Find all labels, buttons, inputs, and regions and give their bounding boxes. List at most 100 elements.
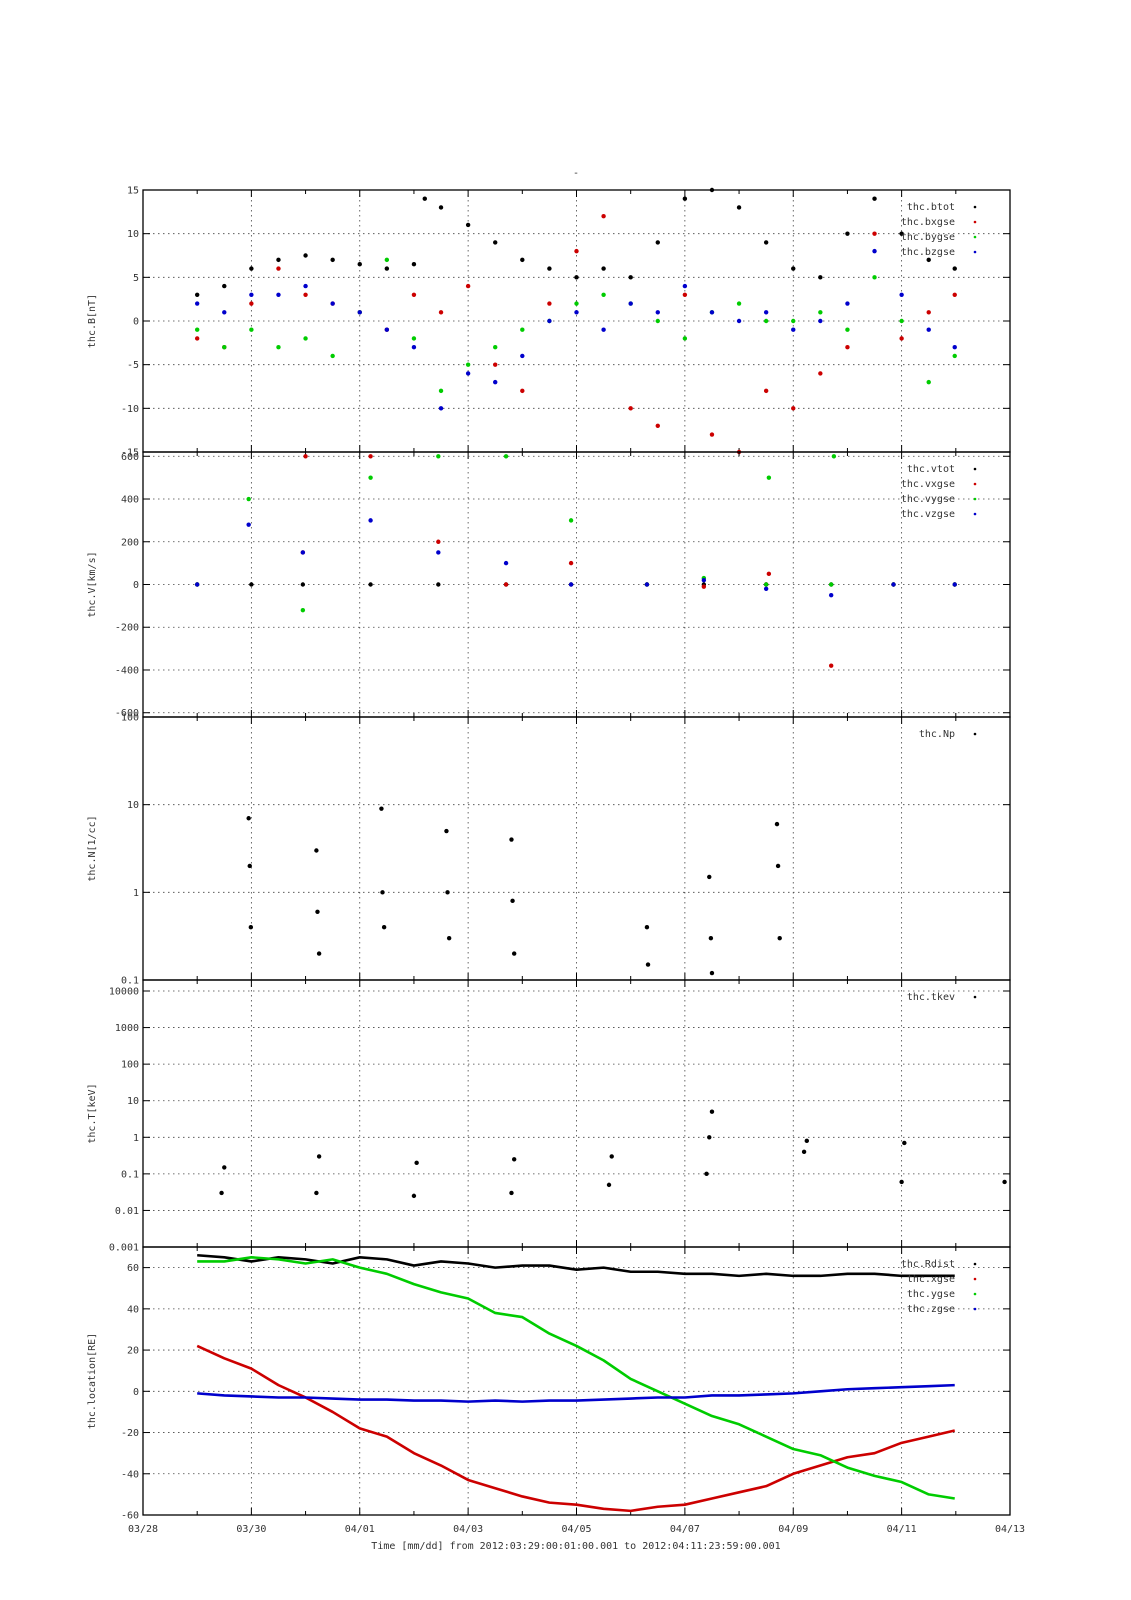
- data-point: [246, 816, 251, 821]
- data-point: [314, 1190, 319, 1196]
- data-point: [701, 584, 707, 589]
- data-point: [872, 196, 877, 201]
- data-point: [246, 496, 251, 502]
- legend-marker: [973, 732, 977, 736]
- data-point: [465, 371, 471, 376]
- legend-label: thc.zgse: [907, 1304, 955, 1315]
- y-tick-label: 200: [121, 537, 139, 548]
- y-tick-label: 0: [133, 317, 139, 328]
- data-point: [316, 951, 322, 956]
- data-point: [736, 301, 742, 306]
- data-point: [628, 406, 633, 411]
- legend-marker: [973, 497, 977, 501]
- data-point: [314, 848, 319, 853]
- data-point: [547, 318, 552, 324]
- series-line: [197, 1256, 955, 1500]
- data-point: [357, 310, 362, 315]
- y-axis-label: thc.N[1/cc]: [87, 815, 98, 881]
- series-thc-btot: [194, 187, 957, 297]
- data-point: [249, 301, 254, 306]
- data-point: [926, 257, 931, 263]
- y-tick-label: -40: [121, 1469, 139, 1480]
- data-point: [818, 371, 823, 376]
- data-point: [438, 205, 444, 210]
- legend-label: thc.vxgse: [901, 479, 955, 490]
- data-point: [436, 539, 441, 544]
- data-point: [818, 310, 823, 315]
- series-thc-ygse: [197, 1256, 955, 1500]
- data-point: [568, 582, 574, 587]
- data-point: [902, 1140, 907, 1146]
- data-point: [436, 582, 441, 587]
- data-point: [1002, 1179, 1007, 1185]
- series-thc-tkev: [219, 1109, 1007, 1199]
- data-point: [249, 292, 254, 297]
- data-point: [736, 205, 742, 210]
- y-tick-label: -600: [115, 708, 139, 719]
- data-point: [952, 345, 957, 350]
- data-point: [707, 1135, 712, 1140]
- data-point: [763, 586, 769, 591]
- data-point: [503, 560, 509, 566]
- data-point: [379, 806, 384, 811]
- data-point: [828, 592, 834, 598]
- data-point: [568, 518, 574, 523]
- x-tick-label: 04/03: [453, 1524, 483, 1535]
- legend-marker: [973, 512, 977, 516]
- data-point: [709, 1109, 715, 1114]
- data-point: [704, 1171, 709, 1177]
- legend-marker: [973, 1292, 977, 1296]
- series-line: [197, 1383, 955, 1403]
- y-tick-label: 20: [127, 1346, 139, 1357]
- legend-label: thc.vygse: [901, 494, 955, 505]
- legend-label: thc.xgse: [907, 1274, 955, 1285]
- x-tick-label: 03/28: [128, 1524, 158, 1535]
- y-tick-label: -200: [115, 623, 139, 634]
- legend-label: thc.Rdist: [901, 1259, 955, 1270]
- data-point: [520, 353, 525, 359]
- data-point: [276, 292, 281, 297]
- data-point: [644, 925, 650, 930]
- data-point: [601, 214, 606, 219]
- data-point: [628, 301, 633, 306]
- data-point: [609, 1154, 614, 1159]
- data-point: [952, 353, 957, 359]
- legend-marker: [973, 220, 977, 224]
- data-point: [380, 890, 385, 895]
- panel-2: -600 -400 -200 0 200 400 600 thc.vtot thc.vxgse t…: [87, 451, 1011, 719]
- data-point: [682, 196, 688, 201]
- data-point: [804, 1138, 809, 1144]
- data-point: [574, 301, 579, 306]
- x-tick-label: 03/30: [236, 1524, 266, 1535]
- data-point: [763, 318, 769, 324]
- data-point: [763, 240, 769, 245]
- data-point: [368, 475, 373, 480]
- data-point: [520, 327, 525, 332]
- data-point: [219, 1190, 224, 1196]
- data-point: [952, 292, 957, 297]
- y-tick-label: 5: [133, 273, 139, 284]
- panel-frame: [142, 1246, 1011, 1516]
- data-point: [222, 345, 227, 350]
- y-tick-label: -5: [127, 360, 139, 371]
- panel-1: -15 -10 -5 0 5 10 15 thc.btot thc.bxgse thc.bygse…: [87, 186, 1011, 459]
- legend-label: thc.btot: [907, 202, 955, 213]
- data-point: [368, 518, 373, 523]
- panel-3: 0.1 1 10 100 thc.Np thc.N[1/cc]: [87, 713, 1011, 987]
- x-tick-label: 04/13: [995, 1524, 1025, 1535]
- data-point: [509, 1190, 514, 1196]
- data-point: [709, 970, 715, 976]
- data-point: [791, 266, 796, 271]
- series-line: [196, 1344, 956, 1513]
- data-point: [276, 257, 281, 263]
- data-point: [381, 925, 387, 930]
- data-point: [801, 1149, 807, 1155]
- data-point: [493, 240, 498, 245]
- data-point: [655, 423, 660, 428]
- panel-5: -60 -40 -20 0 20 40 60 thc.Rdist thc.xgse thc.ygs…: [87, 1246, 1011, 1522]
- y-tick-label: 0.01: [115, 1206, 139, 1217]
- data-point: [736, 318, 742, 324]
- data-point: [952, 582, 957, 587]
- data-point: [300, 550, 306, 555]
- data-point: [791, 318, 796, 324]
